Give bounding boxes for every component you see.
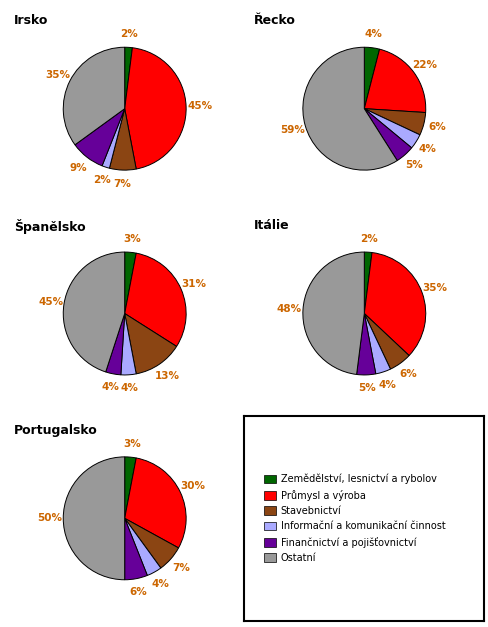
- Wedge shape: [75, 108, 124, 166]
- Wedge shape: [364, 253, 425, 356]
- Text: 30%: 30%: [180, 482, 204, 492]
- Legend: Zemědělství, lesnictví a rybolov, Průmysl a výroba, Stavebnictví, Informační a k: Zemědělství, lesnictví a rybolov, Průmys…: [261, 471, 447, 566]
- Text: Portugalsko: Portugalsko: [14, 424, 98, 437]
- Wedge shape: [364, 314, 408, 369]
- Wedge shape: [124, 314, 176, 374]
- Text: 3%: 3%: [122, 234, 141, 244]
- Wedge shape: [364, 252, 371, 314]
- Text: 7%: 7%: [172, 563, 189, 573]
- Text: 2%: 2%: [359, 234, 377, 244]
- Text: 4%: 4%: [152, 579, 169, 589]
- Text: 50%: 50%: [37, 514, 62, 524]
- Text: Španělsko: Španělsko: [14, 219, 85, 234]
- Text: 45%: 45%: [187, 102, 212, 112]
- Wedge shape: [124, 48, 186, 169]
- Wedge shape: [124, 253, 186, 347]
- Wedge shape: [124, 252, 136, 314]
- Text: Řecko: Řecko: [253, 14, 295, 28]
- Text: 35%: 35%: [45, 70, 70, 80]
- Text: 7%: 7%: [113, 179, 131, 189]
- Text: 6%: 6%: [427, 122, 445, 132]
- Wedge shape: [124, 519, 178, 568]
- Wedge shape: [124, 47, 132, 108]
- Text: 4%: 4%: [418, 144, 436, 154]
- Text: 6%: 6%: [399, 369, 416, 379]
- Wedge shape: [105, 314, 124, 375]
- Text: 59%: 59%: [279, 125, 304, 135]
- Wedge shape: [302, 252, 364, 374]
- Text: 3%: 3%: [122, 439, 141, 449]
- Wedge shape: [356, 314, 375, 375]
- Wedge shape: [364, 108, 411, 161]
- Wedge shape: [364, 47, 379, 108]
- Wedge shape: [124, 457, 136, 519]
- Text: 22%: 22%: [411, 60, 437, 70]
- Wedge shape: [63, 457, 124, 580]
- Text: 35%: 35%: [422, 283, 447, 293]
- Wedge shape: [102, 108, 124, 168]
- Text: 45%: 45%: [38, 297, 63, 307]
- Text: 2%: 2%: [120, 29, 138, 39]
- Text: 48%: 48%: [276, 304, 302, 314]
- Text: 2%: 2%: [92, 175, 110, 185]
- Text: 6%: 6%: [130, 587, 147, 597]
- Text: 4%: 4%: [102, 382, 120, 392]
- Wedge shape: [63, 252, 124, 372]
- Wedge shape: [364, 49, 425, 112]
- Text: Irsko: Irsko: [14, 14, 48, 28]
- Wedge shape: [63, 47, 124, 145]
- Text: 4%: 4%: [364, 29, 382, 40]
- Wedge shape: [364, 314, 390, 374]
- Wedge shape: [124, 519, 161, 576]
- Wedge shape: [124, 519, 147, 580]
- Wedge shape: [364, 108, 425, 135]
- Wedge shape: [124, 458, 186, 548]
- Text: 13%: 13%: [154, 371, 179, 381]
- Text: 5%: 5%: [404, 160, 422, 170]
- Wedge shape: [302, 47, 396, 170]
- Text: 4%: 4%: [378, 380, 396, 390]
- Text: 9%: 9%: [70, 163, 87, 173]
- Wedge shape: [109, 108, 136, 170]
- Text: 31%: 31%: [181, 279, 205, 288]
- Wedge shape: [364, 108, 419, 148]
- Text: 4%: 4%: [120, 383, 138, 393]
- Text: 5%: 5%: [357, 384, 375, 393]
- Text: Itálie: Itálie: [253, 219, 289, 232]
- Wedge shape: [121, 314, 136, 375]
